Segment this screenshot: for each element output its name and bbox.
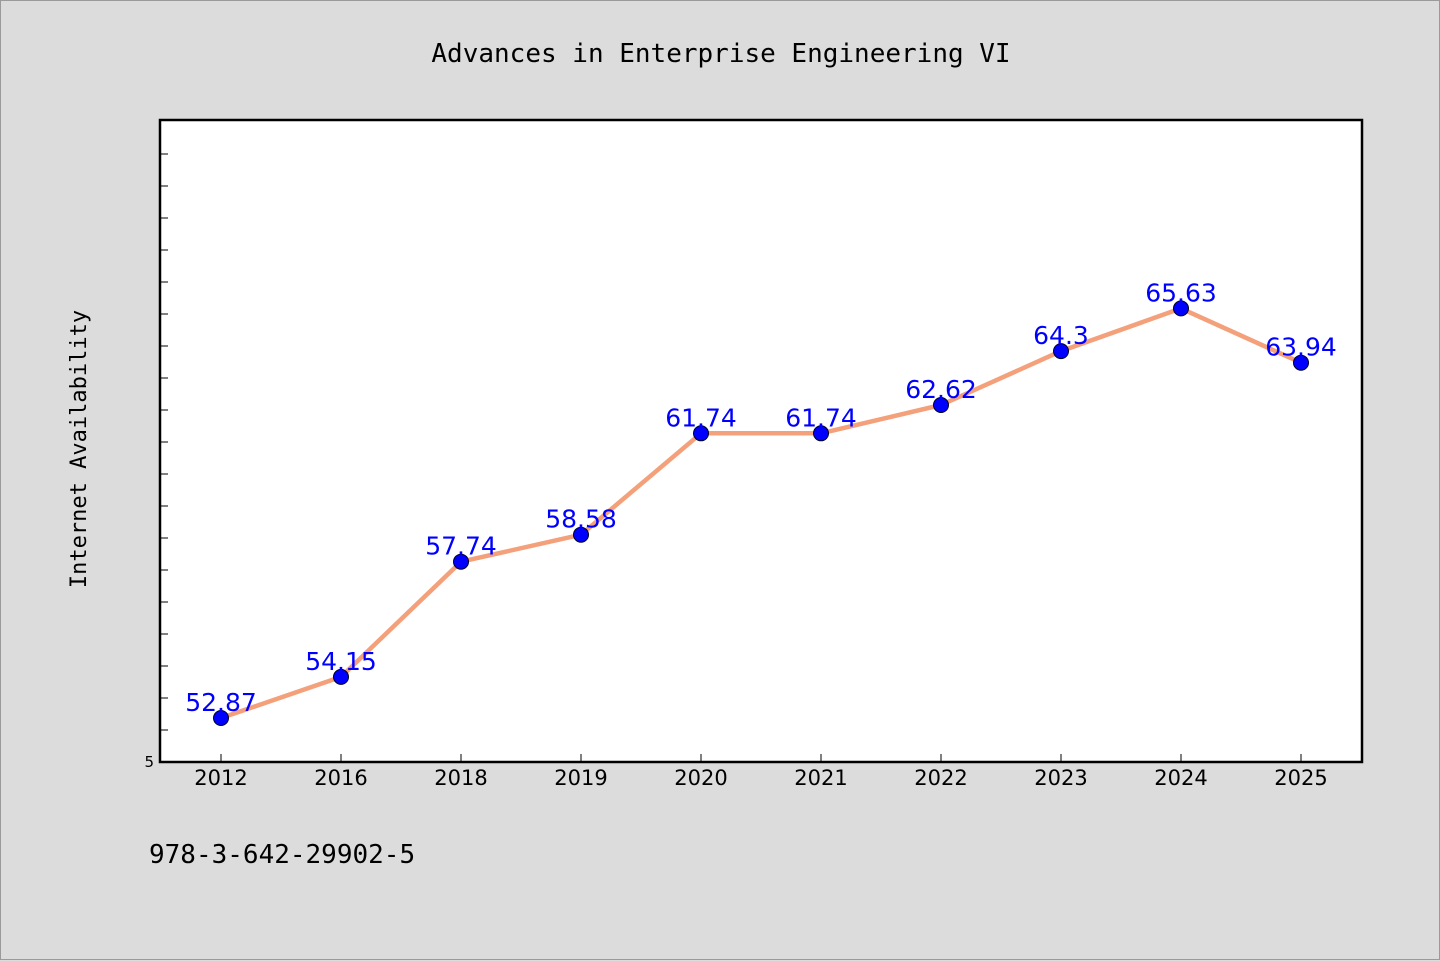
data-label: 52.87 xyxy=(185,688,257,717)
series-line xyxy=(218,306,1304,721)
data-point xyxy=(1293,354,1309,371)
chart-title: Advances in Enterprise Engineering VI xyxy=(431,39,1010,69)
data-point xyxy=(813,425,829,442)
data-point xyxy=(453,553,469,570)
footnote-isbn: 978-3-642-29902-5 xyxy=(149,840,415,870)
x-tick-label: 2021 xyxy=(794,766,847,790)
x-tick-label: 2020 xyxy=(674,766,727,790)
data-label: 63.94 xyxy=(1265,333,1337,362)
data-label: 58.58 xyxy=(545,505,617,534)
data-point xyxy=(1173,300,1189,317)
y-axis-ticks xyxy=(160,153,168,731)
x-tick-label: 2025 xyxy=(1274,766,1327,790)
data-label: 62.62 xyxy=(905,375,977,404)
data-label: 54.15 xyxy=(305,647,377,676)
data-point xyxy=(1053,343,1069,360)
data-point xyxy=(573,526,589,543)
x-tick-label: 2023 xyxy=(1034,766,1087,790)
x-tick-label: 2012 xyxy=(194,766,247,790)
data-label: 61.74 xyxy=(785,403,857,432)
series-layer: 52.87 54.15 57.74 58.58 61.74 61.74 62.62 64.3 6… xyxy=(185,278,1337,726)
y-tick-label: 5 xyxy=(144,753,154,771)
data-label: 57.74 xyxy=(425,532,497,561)
x-tick-label: 2016 xyxy=(314,766,367,790)
x-tick-label: 2024 xyxy=(1154,766,1207,790)
data-label: 64.3 xyxy=(1033,321,1089,350)
y-axis-label: Internet Availability xyxy=(67,310,92,588)
x-axis-ticks: 2012 2016 2018 2019 2020 2021 2022 2023 2024 2025 xyxy=(194,754,1328,790)
data-point xyxy=(213,710,229,726)
x-tick-label: 2018 xyxy=(434,766,487,790)
data-label: 61.74 xyxy=(665,403,737,432)
data-point xyxy=(333,668,349,685)
x-tick-label: 2022 xyxy=(914,766,967,790)
plot-area xyxy=(158,118,1364,764)
data-point xyxy=(933,397,949,413)
x-tick-label: 2019 xyxy=(554,766,607,790)
data-point xyxy=(693,425,709,442)
data-label: 65.63 xyxy=(1145,278,1217,307)
